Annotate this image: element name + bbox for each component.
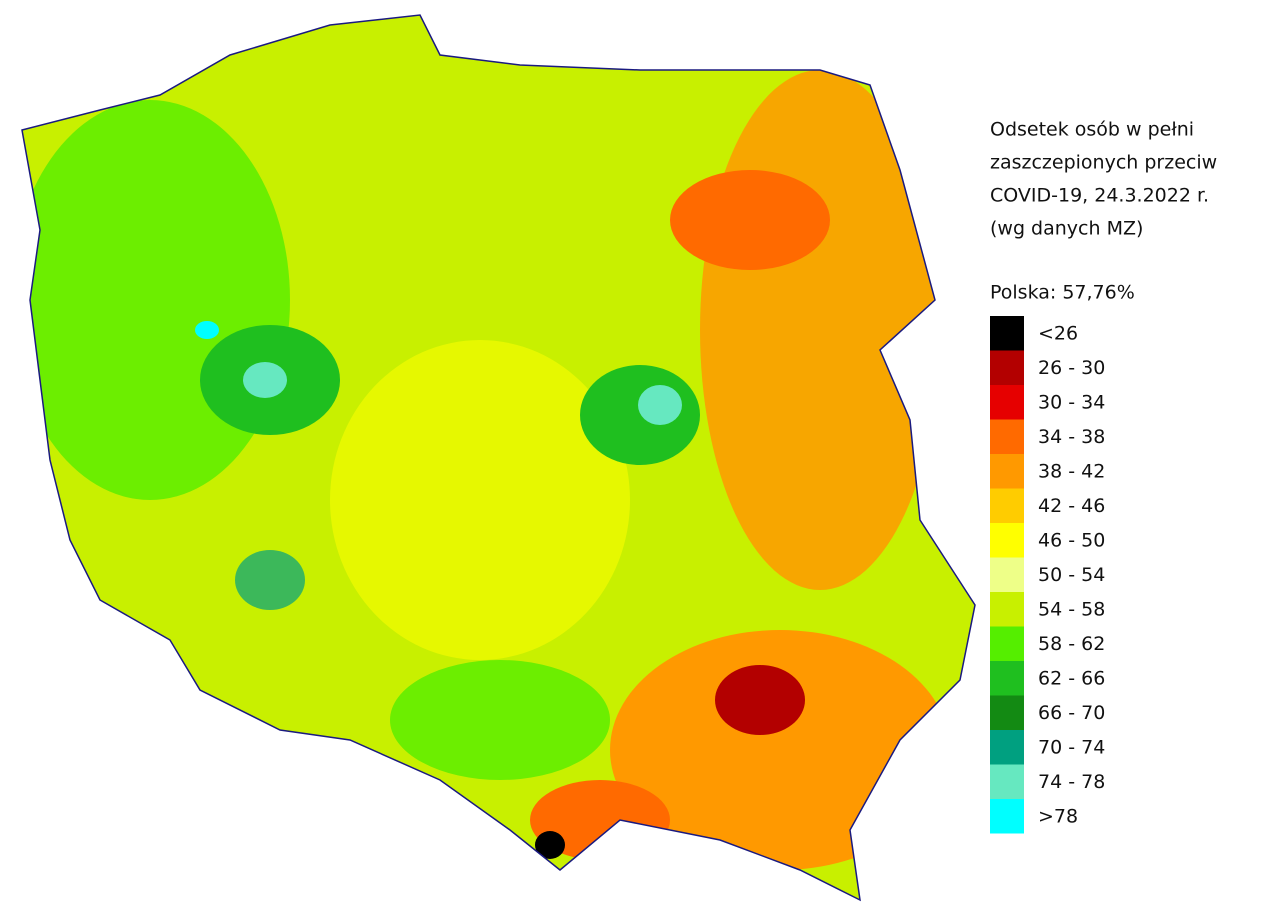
legend-swatch	[990, 730, 1024, 765]
legend-label: 42 - 46	[1038, 495, 1105, 517]
region	[390, 660, 610, 780]
legend-title: COVID-19, 24.3.2022 r.	[990, 185, 1209, 207]
legend-label: 54 - 58	[1038, 599, 1105, 621]
legend-swatch	[990, 661, 1024, 696]
region	[670, 170, 830, 270]
region	[535, 831, 565, 859]
legend-swatch	[990, 316, 1024, 351]
legend-swatch	[990, 626, 1024, 661]
region	[330, 340, 630, 660]
legend-swatch	[990, 454, 1024, 489]
legend-label: 66 - 70	[1038, 702, 1105, 724]
region	[610, 630, 950, 870]
national-average: Polska: 57,76%	[990, 282, 1135, 304]
legend-label: 26 - 30	[1038, 357, 1105, 379]
legend-swatch	[990, 350, 1024, 385]
legend-label: 34 - 38	[1038, 426, 1105, 448]
legend-swatch	[990, 764, 1024, 799]
legend-label: <26	[1038, 323, 1078, 345]
legend-label: >78	[1038, 806, 1078, 828]
region	[235, 550, 305, 610]
legend-swatch	[990, 695, 1024, 730]
legend-label: 46 - 50	[1038, 530, 1105, 552]
legend-swatch	[990, 557, 1024, 592]
border	[21, 14, 976, 902]
legend-label: 50 - 54	[1038, 564, 1105, 586]
legend-swatch	[990, 385, 1024, 420]
legend-label: 70 - 74	[1038, 737, 1105, 759]
legend-swatch	[990, 488, 1024, 523]
legend-label: 62 - 66	[1038, 668, 1105, 690]
region	[700, 70, 940, 590]
legend-title: zaszczepionych przeciw	[990, 152, 1217, 174]
legend-label: 38 - 42	[1038, 461, 1105, 483]
legend-swatch	[990, 419, 1024, 454]
region	[715, 665, 805, 735]
region	[22, 100, 290, 500]
legend-swatch	[990, 799, 1024, 834]
legend-label: 30 - 34	[1038, 392, 1105, 414]
legend-swatch	[990, 592, 1024, 627]
legend-title: (wg danych MZ)	[990, 218, 1143, 240]
region	[638, 385, 682, 425]
legend-label: 74 - 78	[1038, 771, 1105, 793]
legend-label: 58 - 62	[1038, 633, 1105, 655]
region	[243, 362, 287, 398]
legend-title: Odsetek osób w pełni	[990, 119, 1194, 141]
legend-swatch	[990, 523, 1024, 558]
poland-map	[22, 15, 975, 900]
lake	[195, 321, 219, 339]
region	[580, 365, 700, 465]
